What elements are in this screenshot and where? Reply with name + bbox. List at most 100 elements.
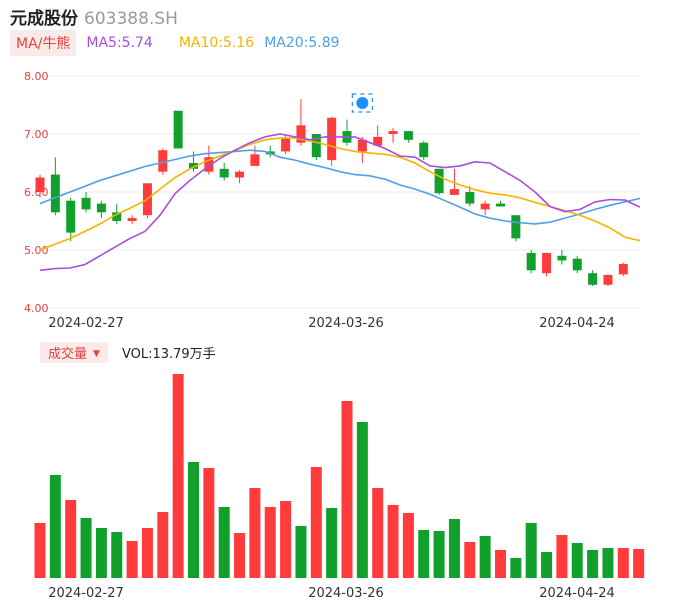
volume-legend: 成交量 ▼ VOL:13.79万手 xyxy=(40,341,216,363)
volume-bar xyxy=(525,523,537,578)
volume-bar xyxy=(372,488,384,578)
volume-bar xyxy=(95,528,107,578)
volume-bar xyxy=(341,401,353,578)
candle-body xyxy=(588,273,598,285)
volume-bar xyxy=(157,512,169,578)
y-tick-label: 8.00 xyxy=(24,70,49,83)
candle-body xyxy=(603,274,613,285)
ma10-label: MA10:5.16 xyxy=(178,35,255,51)
candle-body xyxy=(173,110,183,149)
candle-body xyxy=(189,163,198,169)
ma5-label: MA5:5.74 xyxy=(86,35,153,51)
stock-header: 元成股份 603388.SH xyxy=(10,4,178,29)
candle-body xyxy=(419,142,429,158)
stock-name: 元成股份 xyxy=(10,9,78,29)
candle-body xyxy=(618,263,628,275)
volume-bar xyxy=(264,507,276,578)
candle-body xyxy=(96,203,106,213)
volume-indicator-dropdown[interactable]: 成交量 ▼ xyxy=(40,341,108,363)
candle-body xyxy=(50,174,60,213)
volume-bar xyxy=(617,548,629,578)
candle-body xyxy=(158,150,168,172)
candle-body xyxy=(250,154,260,166)
volume-x-tick-label: 2024-04-24 xyxy=(539,586,615,601)
volume-bar xyxy=(556,535,568,578)
ma-toggle-button[interactable]: MA/牛熊 xyxy=(10,30,77,56)
volume-bar xyxy=(34,523,46,578)
volume-x-tick-label: 2024-03-26 xyxy=(308,586,384,601)
volume-bar xyxy=(234,533,246,578)
volume-bar xyxy=(387,505,399,578)
candle-body xyxy=(465,192,475,204)
candle-body xyxy=(496,203,505,207)
volume-bar xyxy=(141,528,153,578)
candle-body xyxy=(296,125,306,143)
candle-body xyxy=(66,200,76,233)
volume-bar xyxy=(280,501,292,578)
volume-indicator-label: 成交量 xyxy=(48,346,88,362)
ma5-line xyxy=(39,133,641,272)
stock-code: 603388.SH xyxy=(84,9,178,29)
volume-value: VOL:13.79万手 xyxy=(121,346,216,362)
candle-body xyxy=(388,131,398,134)
event-marker-icon xyxy=(356,97,369,109)
volume-bar xyxy=(633,549,645,578)
dropdown-arrow-icon: ▼ xyxy=(93,348,100,359)
ma20-line xyxy=(39,149,641,225)
candle-body xyxy=(204,157,214,172)
volume-bar xyxy=(433,531,445,578)
volume-bar xyxy=(49,475,61,578)
candle-body xyxy=(219,168,229,178)
volume-bar xyxy=(218,507,230,578)
candle-body xyxy=(235,171,245,178)
event-marker-frame xyxy=(351,93,373,113)
volume-bar xyxy=(295,526,307,578)
x-tick-label: 2024-03-26 xyxy=(308,316,384,331)
candle-body xyxy=(542,252,552,274)
volume-bar xyxy=(326,508,338,578)
ma20-label: MA20:5.89 xyxy=(264,35,340,51)
candle-body xyxy=(311,134,321,158)
volume-bar xyxy=(356,422,368,578)
candle-body xyxy=(357,139,367,152)
volume-bar xyxy=(310,467,322,578)
volume-bar xyxy=(126,541,138,578)
volume-bar xyxy=(448,519,460,578)
candle-body xyxy=(557,255,567,261)
volume-bar xyxy=(80,518,92,578)
volume-bar xyxy=(402,513,414,578)
candle-body xyxy=(403,131,413,140)
volume-bar xyxy=(249,488,261,578)
ma10-line xyxy=(39,137,641,251)
candle-body xyxy=(526,252,536,271)
ma-legend: MA/牛熊 MA5:5.74 MA10:5.16 MA20:5.89 xyxy=(10,30,340,56)
volume-bar xyxy=(203,468,215,578)
candle-body xyxy=(81,197,91,210)
candle-body xyxy=(572,258,582,271)
volume-bar xyxy=(602,548,614,578)
candle-body xyxy=(127,218,137,221)
volume-bar xyxy=(172,374,184,578)
candle-body xyxy=(35,177,45,192)
volume-bar xyxy=(587,550,599,578)
volume-bar xyxy=(418,530,430,578)
volume-bar xyxy=(541,552,553,578)
volume-bar xyxy=(571,543,583,578)
candle-body xyxy=(327,117,337,161)
volume-bar xyxy=(495,550,506,578)
volume-bar xyxy=(510,558,522,578)
volume-bar xyxy=(65,500,77,578)
candle-body xyxy=(281,138,291,152)
candle-body xyxy=(112,212,122,221)
volume-bar xyxy=(479,536,491,578)
candle-body xyxy=(480,203,490,210)
candle-body xyxy=(511,215,521,239)
volume-bar xyxy=(188,462,199,578)
y-tick-label: 5.00 xyxy=(24,244,49,257)
volume-bar xyxy=(464,542,476,578)
x-tick-label: 2024-04-24 xyxy=(539,316,615,331)
y-tick-label: 7.00 xyxy=(24,128,49,141)
volume-x-tick-label: 2024-02-27 xyxy=(48,586,124,601)
candle-body xyxy=(373,136,383,146)
